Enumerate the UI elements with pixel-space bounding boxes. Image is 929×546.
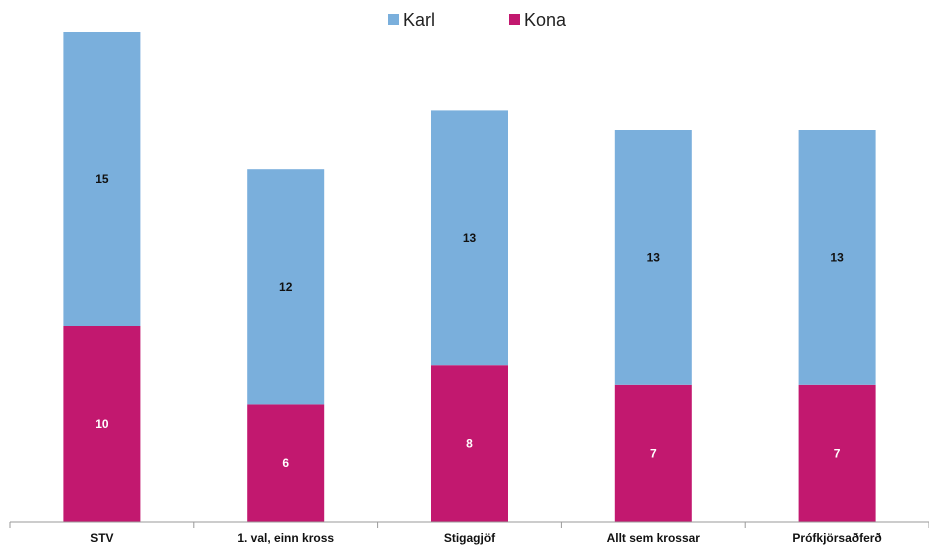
data-label-karl: 15 — [95, 172, 109, 186]
data-label-kona: 10 — [95, 417, 109, 431]
x-tick-label: Prófkjörsaðferð — [792, 531, 881, 545]
x-axis-ticks — [9, 522, 929, 528]
x-tick-label: 1. val, einn kross — [237, 531, 334, 545]
bar-karl-profkjorsa-fer — [798, 130, 876, 385]
data-label-kona: 7 — [834, 446, 841, 460]
data-label-karl: 13 — [463, 231, 477, 245]
legend-swatch-kona — [509, 14, 520, 25]
bar-area: 10 15 6 12 8 13 7 13 7 13 — [63, 32, 876, 522]
bar-kona-profkjorsa-fer — [798, 384, 876, 522]
legend-label-karl: Karl — [403, 10, 435, 30]
bar-karl-stv — [63, 32, 141, 326]
data-label-karl: 13 — [830, 250, 844, 264]
data-label-karl: 12 — [279, 280, 293, 294]
bar-kona-allt-sem-krossar — [614, 384, 692, 522]
x-axis-labels: STV 1. val, einn kross Stigagjöf Allt sem k… — [90, 531, 882, 545]
bar-kona-stigagjof — [431, 365, 508, 522]
legend-label-kona: Kona — [524, 10, 567, 30]
bar-kona-stv — [63, 326, 141, 522]
bar-kona-1-val-einn-kross — [247, 404, 325, 522]
x-tick-label: STV — [90, 531, 113, 545]
data-label-kona: 7 — [650, 446, 657, 460]
x-tick-label: Allt sem krossar — [607, 531, 701, 545]
bar-karl-allt-sem-krossar — [614, 130, 692, 385]
data-label-kona: 8 — [466, 437, 473, 451]
bar-karl-stigagjof — [431, 110, 508, 366]
x-tick-label: Stigagjöf — [444, 531, 496, 545]
data-label-kona: 6 — [282, 456, 289, 470]
legend-swatch-karl — [388, 14, 399, 25]
bar-karl-1-val-einn-kross — [247, 169, 325, 405]
chart-legend: Karl Kona — [388, 10, 567, 30]
data-label-karl: 13 — [647, 250, 661, 264]
